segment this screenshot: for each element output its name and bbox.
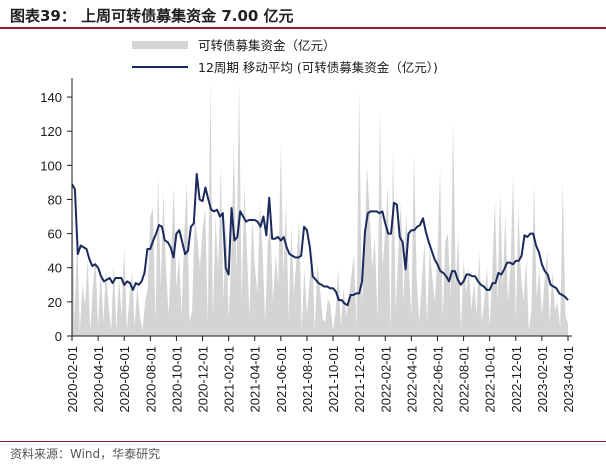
source-note: 资料来源：Wind，华泰研究 xyxy=(10,447,161,461)
chart-canvas: 可转债募集资金（亿元） 12周期 移动平均 (可转债募集资金（亿元）) 0 20 4… xyxy=(40,38,576,413)
x-tick-label: 2020-12-01 xyxy=(196,346,211,413)
x-tick-label: 2021-12-01 xyxy=(352,346,367,413)
y-tick-label: 40 xyxy=(48,261,62,276)
x-tick-label: 2022-12-01 xyxy=(509,346,524,413)
figure-title-bar: 图表39： 上周可转债募集资金 7.00 亿元 xyxy=(0,0,606,29)
x-tick-label: 2021-06-01 xyxy=(274,346,289,413)
x-tick-label: 2020-10-01 xyxy=(169,346,184,413)
x-tick-label: 2020-04-01 xyxy=(91,346,106,413)
legend-label-line: 12周期 移动平均 (可转债募集资金（亿元）) xyxy=(198,60,438,75)
x-tick-label: 2022-10-01 xyxy=(483,346,498,413)
y-tick-label: 20 xyxy=(48,295,62,310)
x-tick-label: 2022-06-01 xyxy=(430,346,445,413)
y-tick-label: 60 xyxy=(48,227,62,242)
figure-title: 图表39： 上周可转债募集资金 7.00 亿元 xyxy=(10,7,294,25)
x-tick-label: 2023-04-01 xyxy=(561,346,576,413)
x-tick-label: 2022-04-01 xyxy=(404,346,419,413)
legend-swatch-area xyxy=(132,41,188,49)
line-series-moving-average xyxy=(71,172,569,307)
y-tick-label: 140 xyxy=(40,90,62,105)
title-divider xyxy=(0,27,606,29)
x-tick-label: 2022-08-01 xyxy=(457,346,472,413)
x-tick-label: 2020-02-01 xyxy=(65,346,80,413)
area-series-fundraising xyxy=(72,80,568,336)
x-tick-label: 2021-10-01 xyxy=(326,346,341,413)
x-tick-label: 2020-06-01 xyxy=(117,346,132,413)
y-tick-label: 80 xyxy=(48,192,62,207)
chart-legend: 可转债募集资金（亿元） 12周期 移动平均 (可转债募集资金（亿元）) xyxy=(132,38,438,75)
source-divider xyxy=(0,441,606,442)
y-tick-label: 100 xyxy=(40,158,62,173)
x-tick-label: 2021-08-01 xyxy=(300,346,315,413)
chart-axes: 0 20 40 60 80 100 120 140 2020-02-01 2020-04-01 20… xyxy=(40,78,576,413)
y-tick-label: 120 xyxy=(40,124,62,139)
y-tick-label: 0 xyxy=(55,329,62,344)
x-tick-label: 2020-08-01 xyxy=(143,346,158,413)
legend-label-area: 可转债募集资金（亿元） xyxy=(198,38,336,53)
x-tick-label: 2023-02-01 xyxy=(535,346,550,413)
x-tick-label: 2022-02-01 xyxy=(378,346,393,413)
x-tick-label: 2021-02-01 xyxy=(222,346,237,413)
x-tick-label: 2021-04-01 xyxy=(248,346,263,413)
plot-area xyxy=(71,80,569,336)
